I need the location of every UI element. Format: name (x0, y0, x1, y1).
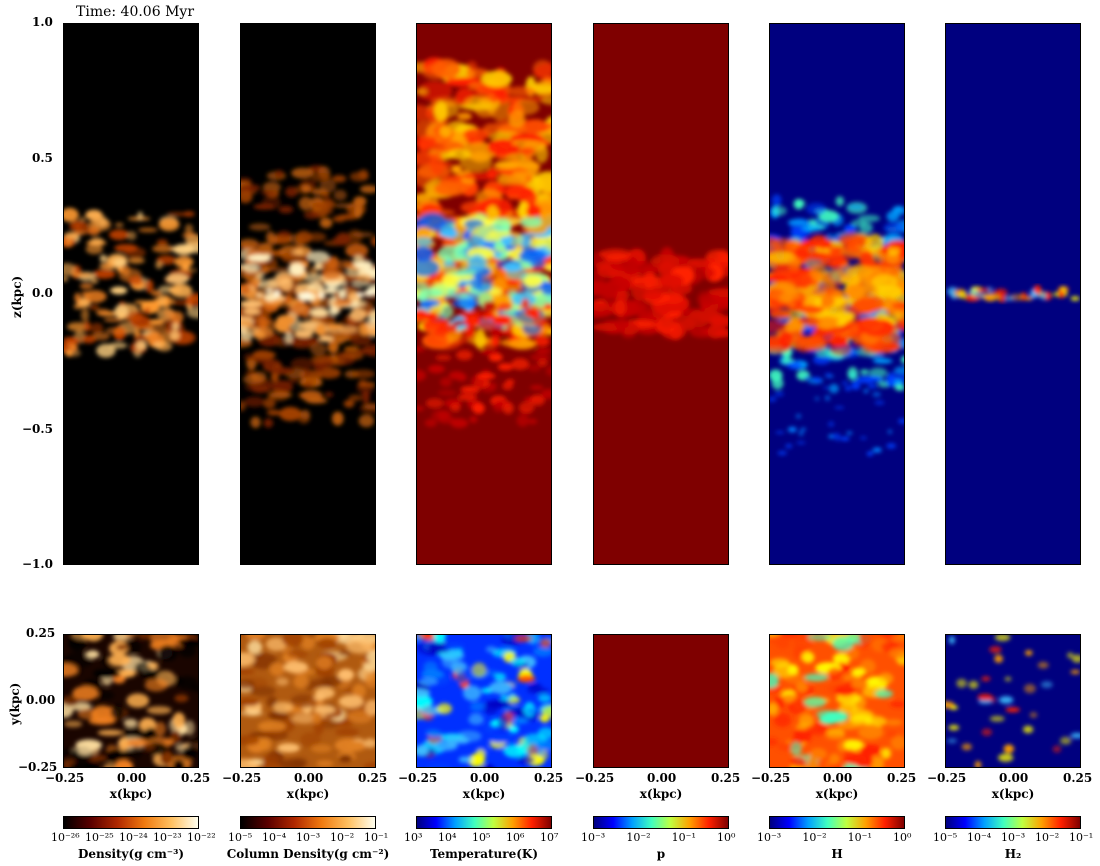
xtick-5-3: 0.25 (887, 771, 917, 785)
top-ytick-3: 0.0 (32, 286, 53, 300)
top-panel-3 (416, 23, 552, 565)
colorbar-3 (416, 816, 552, 829)
bottom-ytick-3: −0.25 (18, 760, 58, 774)
colorbar-3-tick-4: 10⁶ (506, 831, 525, 844)
xlabel-5: x(kpc) (815, 787, 859, 801)
bottom-panel-3 (416, 634, 552, 768)
colorbar-1-tick-4: 10⁻²³ (153, 831, 182, 844)
top-panel-6 (945, 23, 1081, 565)
xtick-3-2: 0.00 (470, 771, 500, 785)
colorbar-2-tick-3: 10⁻³ (296, 831, 321, 844)
colorbar-3-tick-5: 10⁷ (540, 831, 559, 844)
xtick-2-1: −0.25 (222, 771, 262, 785)
top-panel-2 (240, 23, 376, 565)
colorbar-6 (945, 816, 1081, 829)
bottom-panel-6 (945, 634, 1081, 768)
colorbar-2-tick-4: 10⁻² (330, 831, 355, 844)
xtick-4-3: 0.25 (711, 771, 741, 785)
colorbar-6-tick-1: 10⁻⁵ (933, 831, 958, 844)
colorbar-5 (769, 816, 905, 829)
colorbar-3-tick-2: 10⁴ (438, 831, 457, 844)
xtick-2-2: 0.00 (294, 771, 324, 785)
colorbar-4-tick-1: 10⁻³ (581, 831, 606, 844)
colorbar-1-tick-1: 10⁻²⁶ (51, 831, 80, 844)
colorbar-6-tick-3: 10⁻³ (1001, 831, 1026, 844)
colorbar-1-tick-2: 10⁻²⁵ (85, 831, 114, 844)
bottom-panel-4 (593, 634, 729, 768)
colorbar-6-label: H₂ (1004, 847, 1022, 861)
xtick-5-2: 0.00 (823, 771, 853, 785)
colorbar-5-tick-1: 10⁻³ (757, 831, 782, 844)
colorbar-2-label: Column Density(g cm⁻²) (226, 847, 390, 861)
xlabel-1: x(kpc) (109, 787, 153, 801)
xtick-6-1: −0.25 (927, 771, 967, 785)
xtick-1-1: −0.25 (45, 771, 85, 785)
colorbar-6-tick-4: 10⁻² (1035, 831, 1060, 844)
top-ytick-1: 1.0 (32, 15, 53, 29)
top-panel-4 (593, 23, 729, 565)
xlabel-2: x(kpc) (286, 787, 330, 801)
bottom-panel-5 (769, 634, 905, 768)
colorbar-4 (593, 816, 729, 829)
top-panel-5 (769, 23, 905, 565)
xtick-1-2: 0.00 (117, 771, 147, 785)
colorbar-3-label: Temperature(K) (429, 847, 539, 861)
xlabel-3: x(kpc) (462, 787, 506, 801)
bottom-panel-2 (240, 634, 376, 768)
colorbar-6-tick-5: 10⁻¹ (1069, 831, 1094, 844)
xtick-3-3: 0.25 (534, 771, 564, 785)
colorbar-3-tick-3: 10⁵ (472, 831, 491, 844)
colorbar-2-tick-2: 10⁻⁴ (262, 831, 287, 844)
xtick-5-1: −0.25 (751, 771, 791, 785)
colorbar-1-tick-5: 10⁻²² (187, 831, 216, 844)
colorbar-1-tick-3: 10⁻²⁴ (119, 831, 148, 844)
colorbar-4-label: p (656, 847, 666, 861)
xlabel-4: x(kpc) (639, 787, 683, 801)
xtick-6-3: 0.25 (1063, 771, 1093, 785)
xtick-4-1: −0.25 (575, 771, 615, 785)
top-panel-1 (63, 23, 199, 565)
colorbar-3-tick-1: 10³ (404, 831, 423, 844)
colorbar-4-tick-4: 10⁰ (717, 831, 736, 844)
time-label: Time: 40.06 Myr (76, 4, 195, 20)
top-ylabel: z(kpc) (10, 275, 24, 318)
colorbar-5-tick-3: 10⁻¹ (847, 831, 872, 844)
xlabel-6: x(kpc) (991, 787, 1035, 801)
bottom-ytick-2: 0.00 (26, 693, 56, 707)
colorbar-2-tick-1: 10⁻⁵ (228, 831, 253, 844)
colorbar-5-tick-4: 10⁰ (893, 831, 912, 844)
xtick-1-3: 0.25 (181, 771, 211, 785)
top-ytick-2: 0.5 (32, 150, 53, 165)
colorbar-4-tick-2: 10⁻² (626, 831, 651, 844)
colorbar-2-tick-5: 10⁻¹ (364, 831, 389, 844)
xtick-3-1: −0.25 (398, 771, 438, 785)
bottom-ylabel: y(kpc) (8, 682, 22, 725)
bottom-panel-1 (63, 634, 199, 768)
colorbar-4-tick-3: 10⁻¹ (671, 831, 696, 844)
colorbar-5-label: H (831, 847, 843, 861)
xtick-6-2: 0.00 (999, 771, 1029, 785)
xtick-4-2: 0.00 (647, 771, 677, 785)
colorbar-1-label: Density(g cm⁻³) (77, 847, 185, 861)
top-ytick-5: −1.0 (22, 557, 53, 571)
colorbar-2 (240, 816, 376, 829)
colorbar-6-tick-2: 10⁻⁴ (967, 831, 992, 844)
xtick-2-3: 0.25 (358, 771, 388, 785)
colorbar-5-tick-2: 10⁻² (802, 831, 827, 844)
colorbar-1 (63, 816, 199, 829)
bottom-ytick-1: 0.25 (26, 626, 56, 640)
top-ytick-4: −0.5 (22, 421, 53, 436)
